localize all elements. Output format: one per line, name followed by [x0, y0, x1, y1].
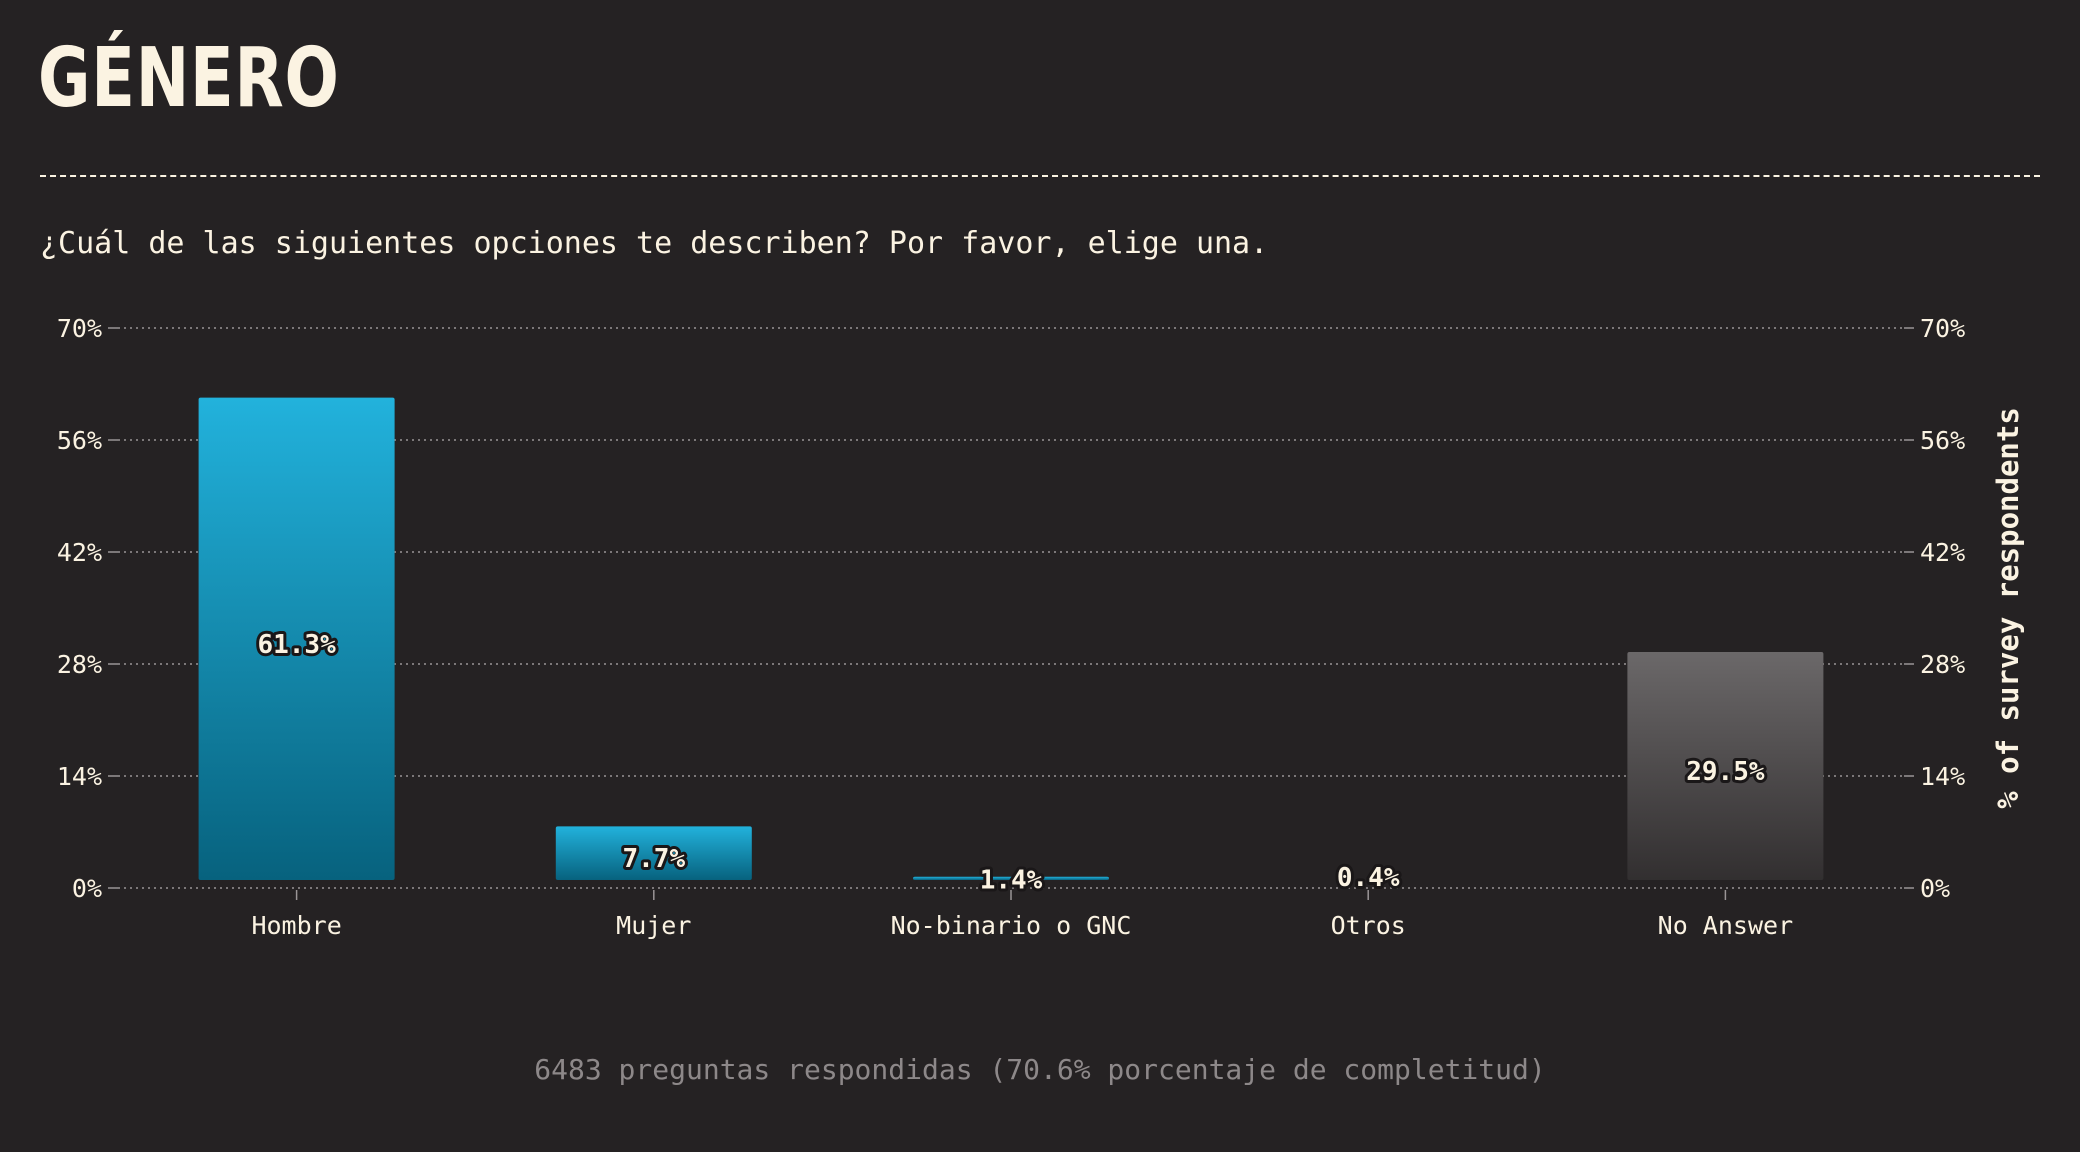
data-label: 61.3% — [257, 630, 336, 660]
y-tick-label-right: 0% — [1920, 874, 1950, 903]
y-tick-label-right: 56% — [1920, 426, 1965, 455]
y-tick-label-left: 14% — [57, 762, 102, 791]
y-tick-label-right: 14% — [1920, 762, 1965, 791]
y-tick-label-left: 0% — [72, 874, 102, 903]
bar — [913, 876, 1109, 880]
question-text: ¿Cuál de las siguientes opciones te desc… — [40, 226, 1269, 261]
data-label: 7.7% — [622, 844, 685, 874]
y-axis-label: % of survey respondents — [1991, 407, 2025, 809]
footer-note: 6483 preguntas respondidas (70.6% porcen… — [534, 1053, 1546, 1086]
y-tick-label-left: 42% — [57, 538, 102, 567]
y-tick-label-left: 70% — [57, 314, 102, 343]
x-tick-label: Otros — [1331, 911, 1406, 940]
x-tick-label: No-binario o GNC — [891, 911, 1132, 940]
y-tick-label-left: 28% — [57, 650, 102, 679]
bar — [555, 826, 752, 880]
bar — [1627, 652, 1824, 880]
data-label: 1.4% — [980, 865, 1043, 895]
x-tick-label: No Answer — [1658, 911, 1793, 940]
y-tick-label-left: 56% — [57, 426, 102, 455]
y-tick-label-right: 70% — [1920, 314, 1965, 343]
page-title: GÉNERO — [38, 31, 340, 126]
data-label: 0.4% — [1337, 863, 1400, 893]
y-tick-label-right: 28% — [1920, 650, 1965, 679]
bar — [198, 397, 395, 880]
y-tick-label-right: 42% — [1920, 538, 1965, 567]
data-label: 29.5% — [1686, 757, 1765, 787]
x-tick-label: Hombre — [251, 911, 341, 940]
divider — [40, 175, 2040, 177]
x-tick-label: Mujer — [616, 911, 691, 940]
